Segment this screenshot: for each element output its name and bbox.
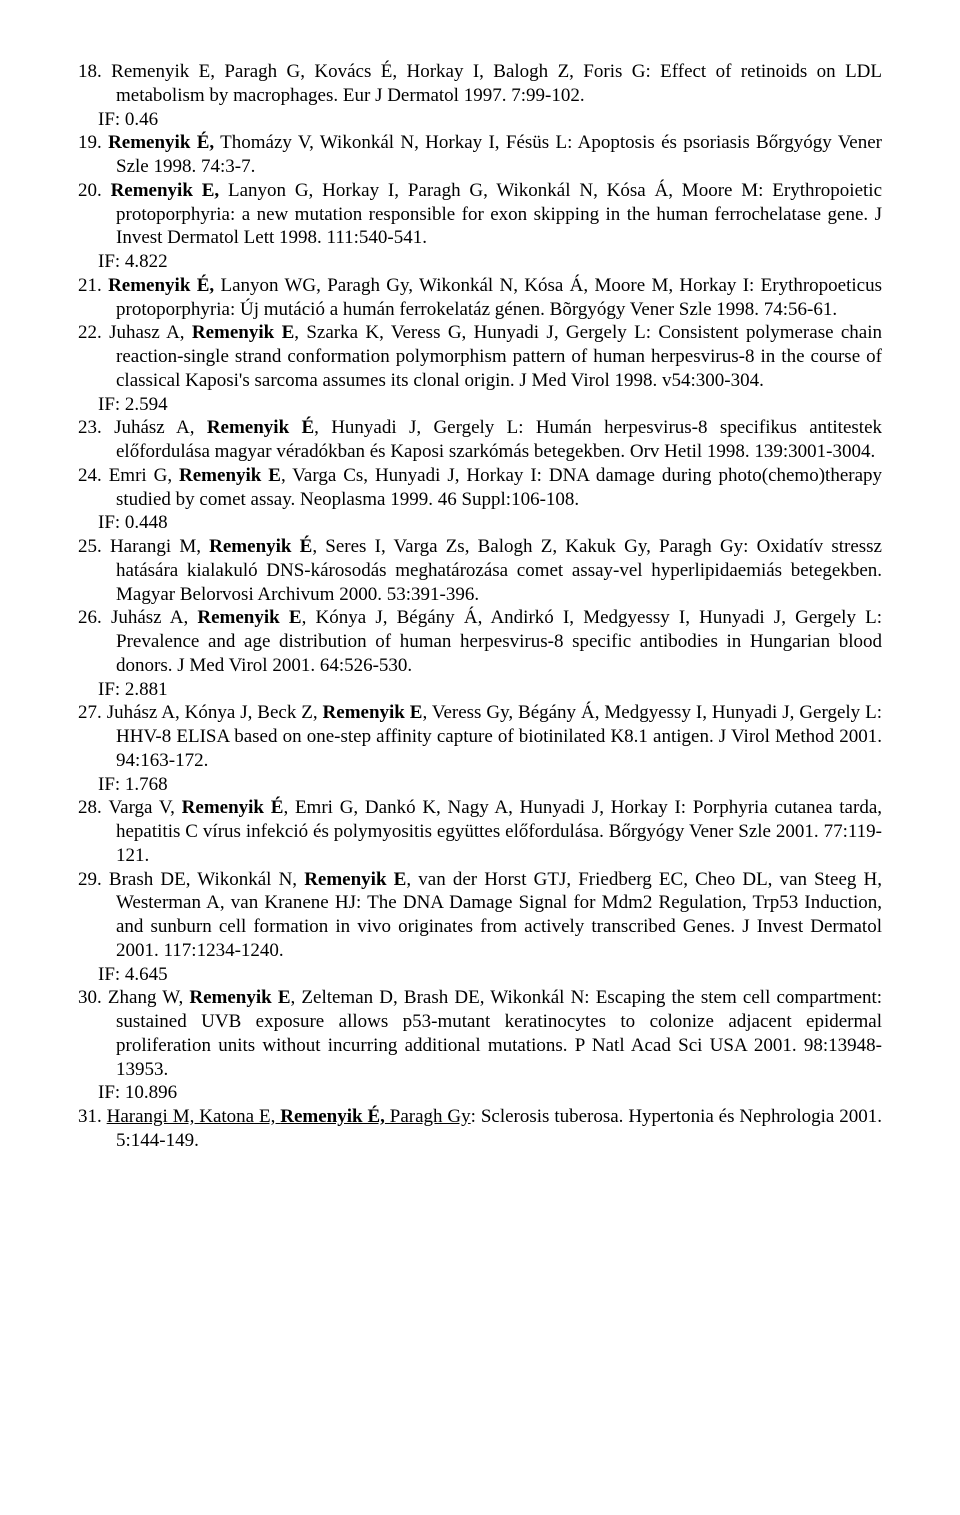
reference-text: Juhász A, Kónya J, Beck Z, Remenyik E, V… [107, 702, 882, 771]
reference-text: Remenyik E, Paragh G, Kovács É, Horkay I… [111, 61, 882, 106]
reference-text: Juhász A, Remenyik E, Kónya J, Bégány Á,… [111, 607, 882, 676]
reference-item: 26. Juhász A, Remenyik E, Kónya J, Bégán… [78, 606, 882, 677]
reference-number: 26. [78, 607, 102, 628]
reference-text: Varga V, Remenyik É, Emri G, Dankó K, Na… [109, 797, 883, 866]
reference-number: 25. [78, 536, 102, 557]
reference-item: 22. Juhasz A, Remenyik E, Szarka K, Vere… [78, 321, 882, 392]
impact-factor: IF: 0.46 [78, 108, 882, 132]
reference-number: 29. [78, 869, 102, 890]
reference-number: 24. [78, 465, 102, 486]
reference-item: 25. Harangi M, Remenyik É, Seres I, Varg… [78, 535, 882, 606]
reference-text: Remenyik É, Lanyon WG, Paragh Gy, Wikonk… [108, 275, 882, 320]
reference-number: 22. [78, 322, 102, 343]
impact-factor: IF: 0.448 [78, 511, 882, 535]
reference-text: Zhang W, Remenyik E, Zelteman D, Brash D… [108, 987, 882, 1079]
reference-number: 20. [78, 180, 102, 201]
reference-text: Remenyik É, Thomázy V, Wikonkál N, Horka… [108, 132, 882, 177]
reference-item: 29. Brash DE, Wikonkál N, Remenyik E, va… [78, 868, 882, 963]
reference-number: 18. [78, 61, 102, 82]
reference-list: 18. Remenyik E, Paragh G, Kovács É, Hork… [78, 60, 882, 1153]
impact-factor: IF: 2.881 [78, 678, 882, 702]
reference-item: 24. Emri G, Remenyik E, Varga Cs, Hunyad… [78, 464, 882, 512]
reference-text: Brash DE, Wikonkál N, Remenyik E, van de… [109, 869, 882, 961]
reference-text: Emri G, Remenyik E, Varga Cs, Hunyadi J,… [109, 465, 882, 510]
reference-item: 28. Varga V, Remenyik É, Emri G, Dankó K… [78, 796, 882, 867]
reference-number: 23. [78, 417, 102, 438]
reference-text: Juhasz A, Remenyik E, Szarka K, Veress G… [109, 322, 882, 391]
reference-item: 23. Juhász A, Remenyik É, Hunyadi J, Ger… [78, 416, 882, 464]
reference-item: 31. Harangi M, Katona E, Remenyik É, Par… [78, 1105, 882, 1153]
reference-number: 19. [78, 132, 102, 153]
reference-number: 31. [78, 1106, 102, 1127]
reference-number: 28. [78, 797, 102, 818]
reference-number: 27. [78, 702, 102, 723]
reference-item: 30. Zhang W, Remenyik E, Zelteman D, Bra… [78, 986, 882, 1081]
reference-text: Harangi M, Remenyik É, Seres I, Varga Zs… [110, 536, 882, 605]
reference-item: 20. Remenyik E, Lanyon G, Horkay I, Para… [78, 179, 882, 250]
reference-item: 18. Remenyik E, Paragh G, Kovács É, Hork… [78, 60, 882, 108]
reference-number: 30. [78, 987, 102, 1008]
impact-factor: IF: 10.896 [78, 1081, 882, 1105]
impact-factor: IF: 2.594 [78, 393, 882, 417]
reference-item: 21. Remenyik É, Lanyon WG, Paragh Gy, Wi… [78, 274, 882, 322]
reference-number: 21. [78, 275, 102, 296]
reference-item: 19. Remenyik É, Thomázy V, Wikonkál N, H… [78, 131, 882, 179]
reference-text: Harangi M, Katona E, Remenyik É, Paragh … [107, 1106, 882, 1151]
reference-text: Juhász A, Remenyik É, Hunyadi J, Gergely… [114, 417, 882, 462]
reference-text: Remenyik E, Lanyon G, Horkay I, Paragh G… [111, 180, 882, 249]
impact-factor: IF: 4.822 [78, 250, 882, 274]
impact-factor: IF: 4.645 [78, 963, 882, 987]
reference-item: 27. Juhász A, Kónya J, Beck Z, Remenyik … [78, 701, 882, 772]
impact-factor: IF: 1.768 [78, 773, 882, 797]
